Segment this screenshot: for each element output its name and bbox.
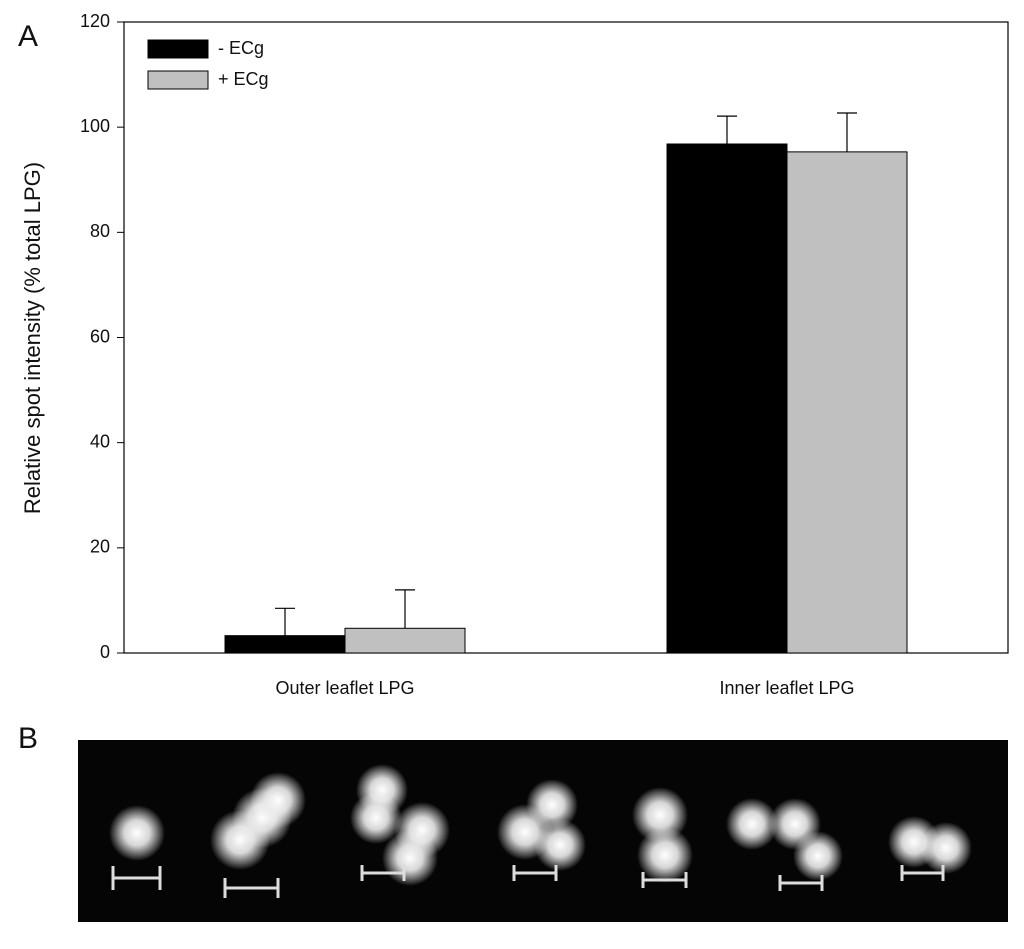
legend-label: - ECg xyxy=(218,38,264,58)
y-tick-label: 80 xyxy=(90,221,110,241)
x-tick-label: Outer leaflet LPG xyxy=(275,678,414,698)
y-tick-label: 0 xyxy=(100,642,110,662)
legend-swatch xyxy=(147,70,209,90)
bar xyxy=(786,151,908,654)
legend-label: + ECg xyxy=(218,69,269,89)
error-bar xyxy=(717,115,737,144)
y-axis-label: Relative spot intensity (% total LPG) xyxy=(20,162,45,514)
error-bar xyxy=(395,589,415,629)
legend-swatch xyxy=(147,39,209,59)
y-tick-label: 40 xyxy=(90,431,110,451)
panel-label: B xyxy=(18,722,38,755)
y-tick-label: 20 xyxy=(90,537,110,557)
bar xyxy=(666,143,788,654)
panel-label: A xyxy=(18,20,38,53)
bar xyxy=(344,627,466,654)
error-bar xyxy=(837,112,857,152)
bar xyxy=(224,635,346,654)
y-tick-label: 60 xyxy=(90,326,110,346)
y-tick-label: 120 xyxy=(80,11,110,31)
y-tick-label: 100 xyxy=(80,116,110,136)
x-tick-label: Inner leaflet LPG xyxy=(719,678,854,698)
error-bar xyxy=(275,607,295,636)
microscopy-panel xyxy=(78,740,1008,922)
